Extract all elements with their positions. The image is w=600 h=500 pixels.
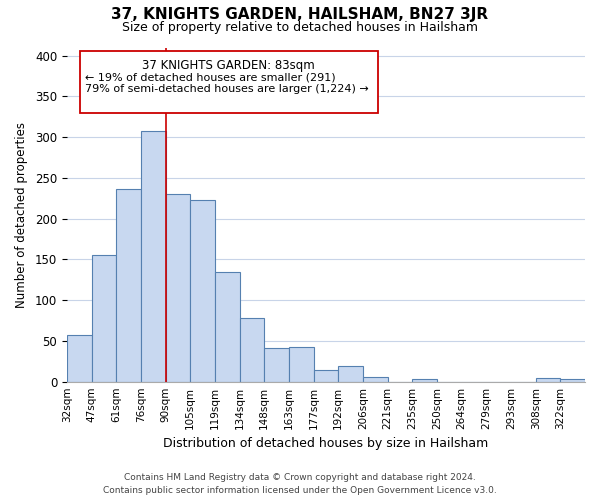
FancyBboxPatch shape: [80, 51, 378, 112]
Y-axis label: Number of detached properties: Number of detached properties: [15, 122, 28, 308]
Bar: [264, 348, 289, 382]
Bar: [239, 318, 264, 382]
Bar: [141, 132, 166, 382]
Bar: [560, 379, 585, 382]
Text: ← 19% of detached houses are smaller (291): ← 19% of detached houses are smaller (29…: [85, 72, 335, 83]
Bar: [289, 346, 314, 382]
Text: Contains HM Land Registry data © Crown copyright and database right 2024.
Contai: Contains HM Land Registry data © Crown c…: [103, 474, 497, 495]
Text: Size of property relative to detached houses in Hailsham: Size of property relative to detached ho…: [122, 21, 478, 34]
Bar: [338, 366, 363, 382]
Bar: [92, 256, 116, 382]
Text: 79% of semi-detached houses are larger (1,224) →: 79% of semi-detached houses are larger (…: [85, 84, 369, 94]
Bar: [314, 370, 338, 382]
Bar: [166, 194, 190, 382]
X-axis label: Distribution of detached houses by size in Hailsham: Distribution of detached houses by size …: [163, 437, 488, 450]
Bar: [67, 335, 92, 382]
Bar: [412, 379, 437, 382]
Bar: [190, 200, 215, 382]
Bar: [116, 188, 141, 382]
Bar: [363, 377, 388, 382]
Text: 37 KNIGHTS GARDEN: 83sqm: 37 KNIGHTS GARDEN: 83sqm: [142, 59, 315, 72]
Bar: [536, 378, 560, 382]
Bar: [215, 272, 239, 382]
Text: 37, KNIGHTS GARDEN, HAILSHAM, BN27 3JR: 37, KNIGHTS GARDEN, HAILSHAM, BN27 3JR: [112, 8, 488, 22]
